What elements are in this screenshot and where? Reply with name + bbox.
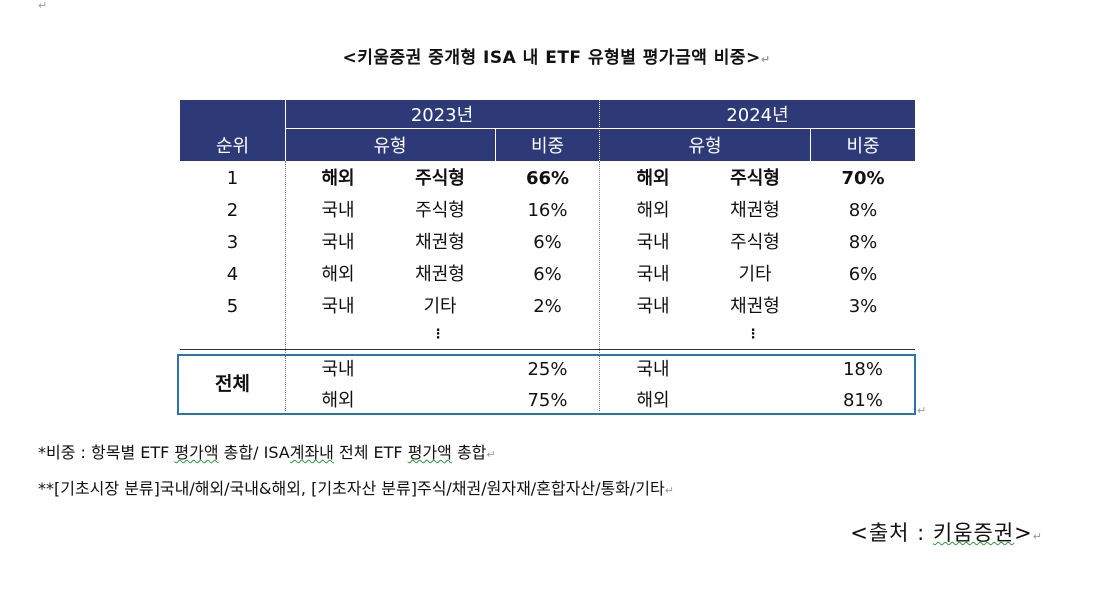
ratio-cell: 16% bbox=[527, 200, 568, 221]
rank-cell: 1 bbox=[226, 168, 239, 189]
table-header bbox=[180, 100, 915, 161]
kind-cell: 채권형 bbox=[415, 264, 465, 285]
total-region-cell: 국내 bbox=[636, 359, 670, 380]
region-cell: 해외 bbox=[636, 168, 670, 189]
header-rank: 순위 bbox=[215, 136, 250, 157]
ratio-cell: 6% bbox=[848, 264, 878, 285]
rank-cell: 3 bbox=[226, 232, 239, 253]
header-year-2023: 2023년 bbox=[410, 105, 474, 126]
kind-cell: 채권형 bbox=[730, 296, 780, 317]
header-year-2024: 2024년 bbox=[726, 105, 789, 126]
kind-cell: 채권형 bbox=[415, 232, 465, 253]
region-cell: 국내 bbox=[636, 296, 670, 317]
total-ratio-cell: 81% bbox=[842, 390, 883, 411]
kind-cell: 주식형 bbox=[415, 168, 465, 189]
total-section bbox=[177, 354, 916, 415]
rank-cell: 2 bbox=[226, 200, 239, 221]
total-divider bbox=[180, 349, 915, 350]
region-cell: 국내 bbox=[636, 264, 670, 285]
ratio-cell: 3% bbox=[848, 296, 878, 317]
ratio-cell: 2% bbox=[533, 296, 562, 317]
region-cell: 국내 bbox=[636, 232, 670, 253]
title-text: <키움증권 중개형 ISA 내 ETF 유형별 평가금액 비중> bbox=[342, 48, 761, 68]
total-ratio-cell: 25% bbox=[527, 359, 568, 380]
rank-cell: 4 bbox=[226, 264, 239, 285]
total-ratio-cell: 75% bbox=[527, 390, 568, 411]
total-label: 전체 bbox=[215, 373, 250, 395]
region-cell: 국내 bbox=[321, 296, 355, 317]
ratio-cell: 6% bbox=[533, 264, 562, 285]
total-ratio-cell: 18% bbox=[842, 359, 883, 380]
region-cell: 해외 bbox=[321, 264, 355, 285]
region-cell: 국내 bbox=[321, 200, 355, 221]
page-title: <키움증권 중개형 ISA 내 ETF 유형별 평가금액 비중>↵ bbox=[0, 44, 1113, 72]
kind-cell: 기타 bbox=[738, 264, 772, 285]
region-cell: 해외 bbox=[321, 168, 355, 189]
rank-cell: 5 bbox=[226, 296, 239, 317]
kind-cell: 기타 bbox=[423, 296, 457, 317]
region-cell: 해외 bbox=[636, 200, 670, 221]
kind-cell: 주식형 bbox=[730, 168, 780, 189]
total-region-cell: 해외 bbox=[636, 390, 670, 411]
ratio-cell: 66% bbox=[525, 168, 570, 189]
paragraph-mark: ↵ bbox=[917, 404, 927, 417]
region-cell: 국내 bbox=[321, 232, 355, 253]
header-ratio-2023: 비중 bbox=[530, 136, 565, 157]
etf-ratio-table: 2023년 2024년 순위 유형 비중 유형 비중 1 해외 주식형 66% … bbox=[177, 100, 926, 420]
kind-cell: 채권형 bbox=[730, 200, 780, 221]
source-caption: <출처 : 키움증권>↵ bbox=[850, 521, 1043, 545]
ratio-cell: 70% bbox=[841, 168, 885, 189]
header-type-2023: 유형 bbox=[373, 136, 407, 157]
footnote-classification: **[기초시장 분류]국내/해외/국내&해외, [기초자산 분류]주식/채권/원… bbox=[38, 479, 674, 498]
header-ratio-2024: 비중 bbox=[846, 136, 880, 157]
kind-cell: 주식형 bbox=[730, 232, 780, 253]
total-region-cell: 국내 bbox=[321, 359, 355, 380]
header-type-2024: 유형 bbox=[688, 136, 722, 157]
paragraph-mark: ↵ bbox=[38, 0, 48, 12]
ellipsis-2023: ⋮ bbox=[431, 327, 445, 342]
ratio-cell: 6% bbox=[533, 232, 562, 253]
kind-cell: 주식형 bbox=[415, 200, 465, 221]
ellipsis-2024: ⋮ bbox=[746, 327, 760, 342]
paragraph-mark: ↵ bbox=[760, 53, 771, 66]
total-region-cell: 해외 bbox=[321, 390, 355, 411]
ratio-cell: 8% bbox=[848, 200, 878, 221]
ratio-cell: 8% bbox=[848, 232, 878, 253]
footnote-ratio: *비중 : 항목별 ETF 평가액 총합/ ISA계좌내 전체 ETF 평가액 … bbox=[38, 443, 496, 462]
